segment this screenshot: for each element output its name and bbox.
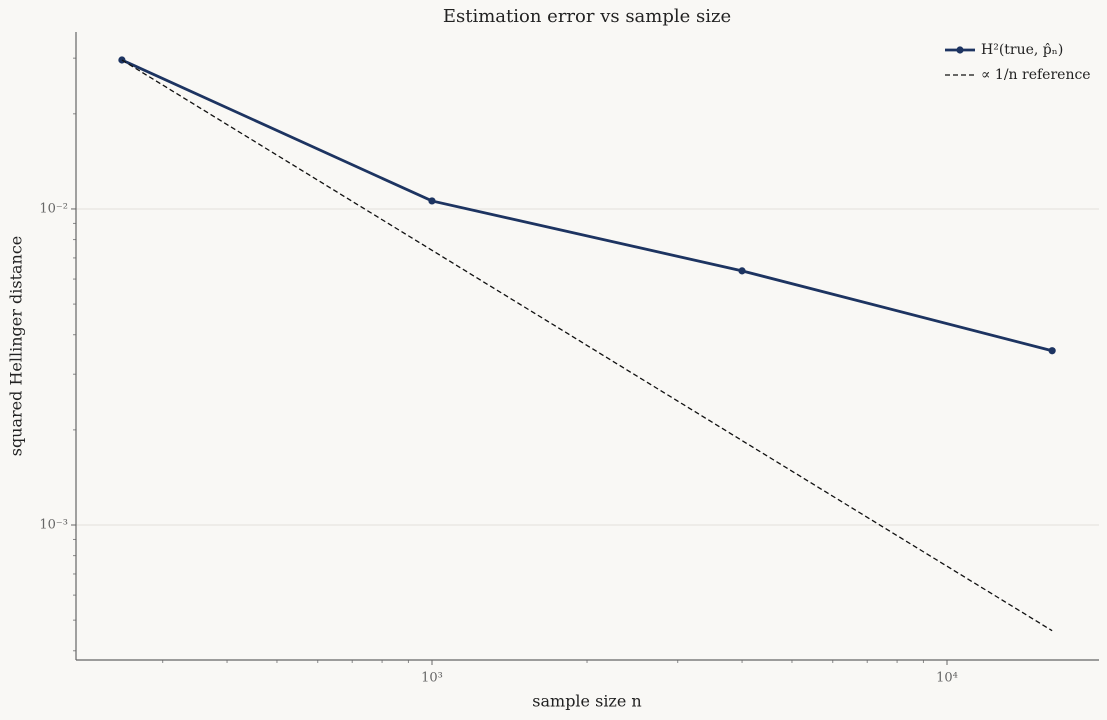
x-tick-label: 10³ (421, 671, 443, 686)
data-point (428, 197, 436, 205)
chart-title: Estimation error vs sample size (443, 6, 731, 27)
legend-marker (956, 46, 964, 54)
x-axis-label: sample size n (532, 692, 641, 711)
y-tick-label: 10⁻³ (39, 518, 68, 533)
legend-label: ∝ 1/n reference (981, 67, 1091, 83)
legend-label: H²(true, p̂ₙ) (981, 42, 1063, 58)
series-line (121, 59, 1053, 632)
series-line (121, 58, 1053, 353)
data-point (738, 267, 746, 275)
y-tick-label: 10⁻² (39, 201, 68, 216)
x-tick-label: 10⁴ (936, 671, 958, 686)
data-point (1048, 347, 1056, 355)
y-axis-label: squared Hellinger distance (7, 236, 26, 457)
